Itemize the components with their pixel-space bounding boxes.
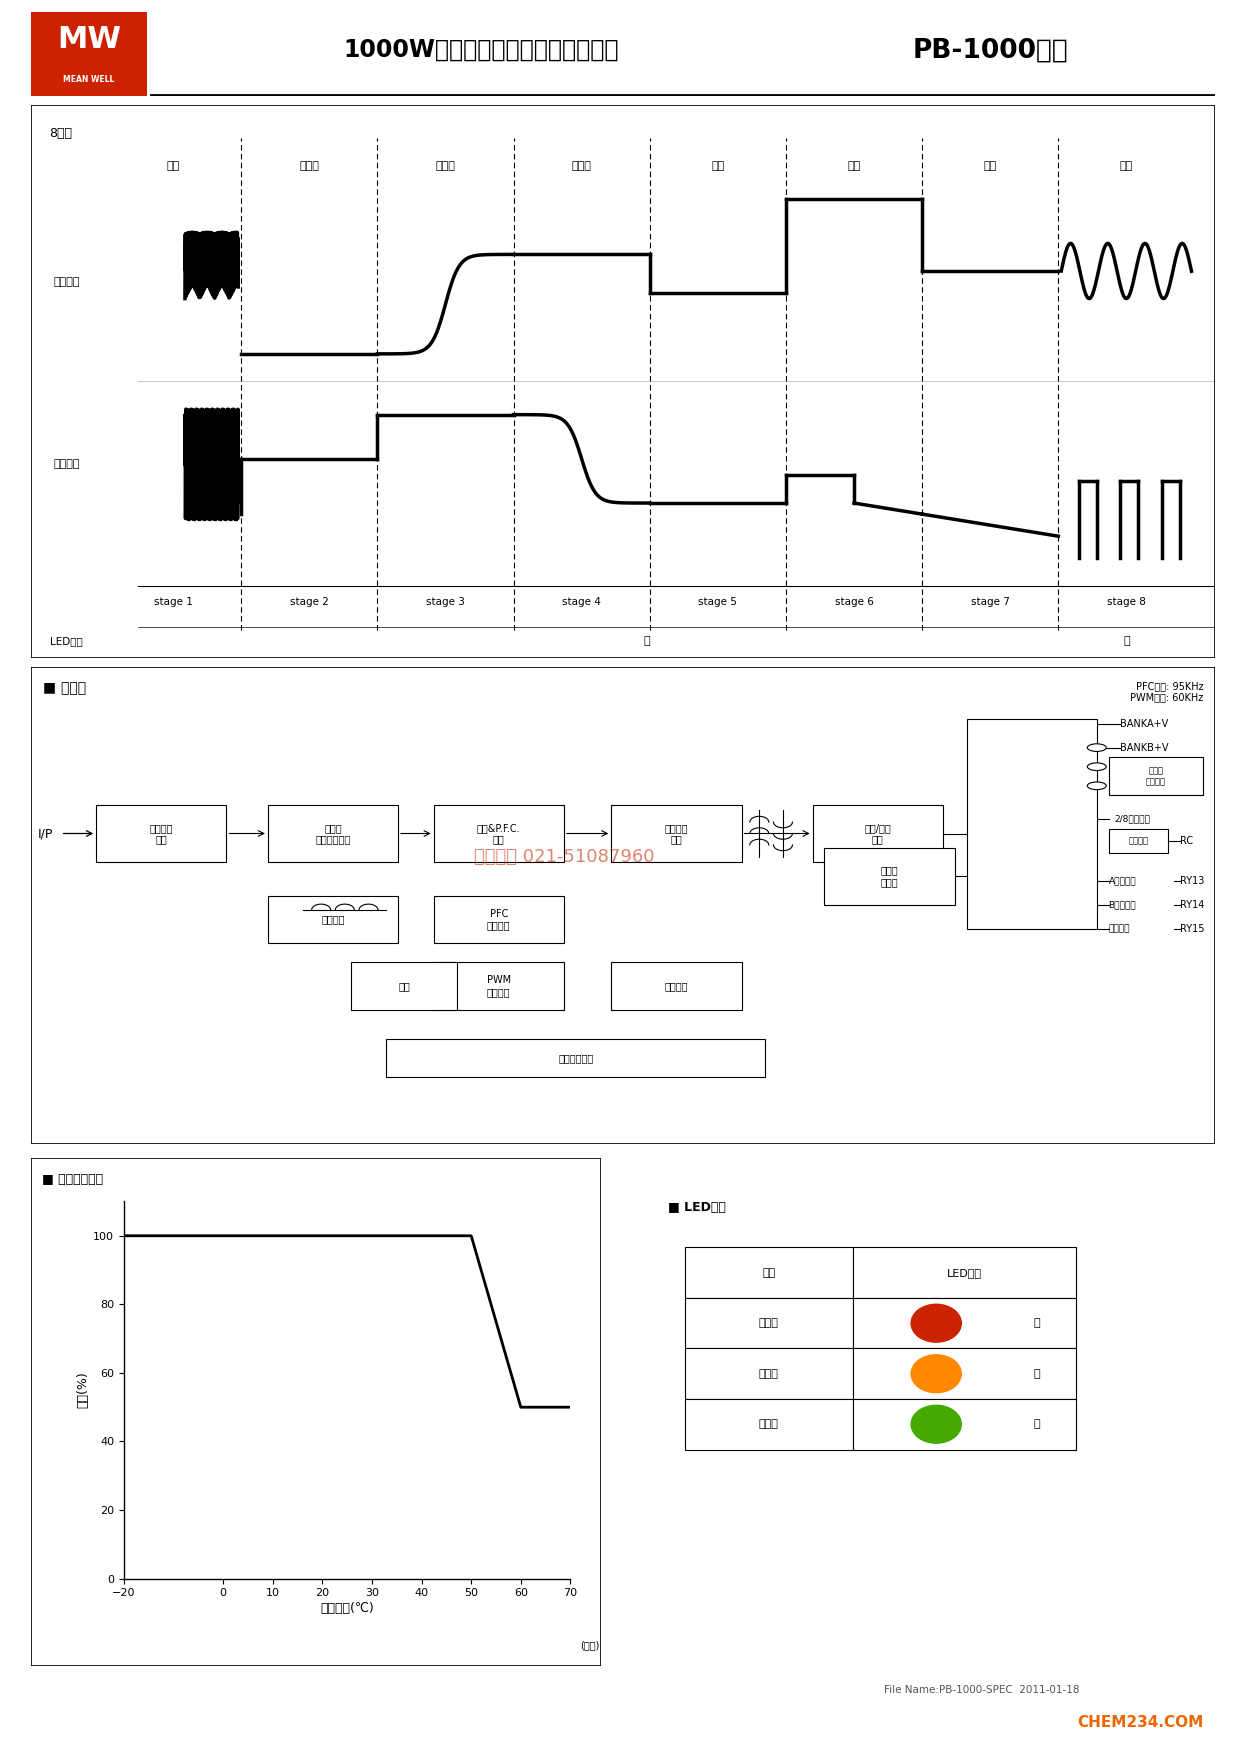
- Text: 遥控电路: 遥控电路: [1128, 837, 1148, 845]
- Text: PFC频率: 95KHz
PWM频率: 60KHz: PFC频率: 95KHz PWM频率: 60KHz: [1130, 681, 1203, 702]
- Text: RY14: RY14: [1179, 900, 1204, 910]
- Text: ■ 负载减额曲线: ■ 负载减额曲线: [42, 1173, 103, 1186]
- Bar: [434, 963, 564, 1010]
- Text: 检测电路: 检测电路: [665, 980, 688, 991]
- Text: 绿: 绿: [1033, 1419, 1040, 1430]
- Text: stage 2: stage 2: [290, 598, 329, 607]
- Text: MW: MW: [57, 25, 122, 54]
- Bar: [611, 805, 742, 863]
- Bar: [351, 963, 458, 1010]
- Bar: [1109, 758, 1203, 795]
- Text: 主时式
嵌入充电限制: 主时式 嵌入充电限制: [315, 823, 351, 844]
- Text: stage 1: stage 1: [154, 598, 192, 607]
- FancyBboxPatch shape: [31, 12, 148, 96]
- Bar: [268, 805, 398, 863]
- Y-axis label: 负载(%): 负载(%): [76, 1372, 89, 1408]
- Text: 1000W智能型单组输出蓄电池充电器: 1000W智能型单组输出蓄电池充电器: [343, 39, 619, 61]
- Text: 充电中: 充电中: [759, 1368, 779, 1379]
- Bar: [268, 896, 398, 944]
- Text: 电磁滤波
回路: 电磁滤波 回路: [150, 823, 174, 844]
- Text: RY13: RY13: [1179, 877, 1204, 886]
- Text: stage 5: stage 5: [698, 598, 738, 607]
- Text: 绿: 绿: [644, 637, 650, 645]
- Text: stage 3: stage 3: [427, 598, 465, 607]
- Text: PFC
控制电路: PFC 控制电路: [487, 909, 511, 930]
- Circle shape: [1087, 763, 1106, 770]
- Text: stage 8: stage 8: [1107, 598, 1146, 607]
- Text: ■ 方框图: ■ 方框图: [43, 681, 86, 695]
- Text: 切换电路
电路: 切换电路 电路: [665, 823, 688, 844]
- Text: 无充电: 无充电: [759, 1319, 779, 1328]
- Text: stage 6: stage 6: [835, 598, 873, 607]
- Text: B通道正管: B通道正管: [1109, 900, 1136, 910]
- Text: 脉冲: 脉冲: [166, 161, 180, 172]
- Text: BANKA+V: BANKA+V: [1121, 719, 1169, 728]
- Text: 绿: 绿: [1123, 637, 1130, 645]
- Text: BANKB+V: BANKB+V: [1121, 742, 1169, 752]
- Text: 8段式: 8段式: [48, 128, 72, 140]
- Text: 修复: 修复: [847, 161, 861, 172]
- Circle shape: [911, 1354, 961, 1393]
- Text: stage 7: stage 7: [971, 598, 1009, 607]
- Text: 状态: 状态: [763, 1268, 775, 1277]
- Text: stage 4: stage 4: [562, 598, 601, 607]
- Text: 定电流: 定电流: [435, 161, 455, 172]
- Bar: [684, 1247, 853, 1298]
- Text: 充电电压: 充电电压: [53, 277, 79, 288]
- Text: 充满电: 充满电: [759, 1419, 779, 1430]
- Text: LED颜色: LED颜色: [50, 637, 83, 645]
- Text: 2/8模式选择: 2/8模式选择: [1115, 814, 1151, 824]
- Text: 上海兢纬 021-51087960: 上海兢纬 021-51087960: [474, 849, 655, 866]
- Bar: [812, 805, 942, 863]
- Bar: [434, 896, 564, 944]
- Bar: [684, 1349, 853, 1400]
- Circle shape: [1087, 744, 1106, 751]
- Text: RY15: RY15: [1179, 924, 1204, 933]
- Bar: [684, 1400, 853, 1449]
- Text: RC: RC: [1179, 835, 1193, 845]
- Bar: [853, 1400, 1076, 1449]
- Circle shape: [1087, 782, 1106, 789]
- Bar: [853, 1298, 1076, 1349]
- Text: 充电电流: 充电电流: [53, 460, 79, 470]
- Bar: [387, 1038, 765, 1077]
- Text: 软启动: 软启动: [299, 161, 319, 172]
- Text: 橙: 橙: [1033, 1368, 1040, 1379]
- Text: ■ LED功能: ■ LED功能: [668, 1201, 727, 1214]
- Bar: [684, 1298, 853, 1349]
- Circle shape: [911, 1305, 961, 1342]
- Text: 反馈性
检测回路: 反馈性 检测回路: [1146, 766, 1166, 786]
- X-axis label: 环境温度(℃): 环境温度(℃): [320, 1603, 374, 1615]
- Text: PWM
控制电路: PWM 控制电路: [486, 975, 511, 996]
- Text: PB-1000系列: PB-1000系列: [913, 37, 1068, 63]
- Text: I/P: I/P: [37, 826, 53, 840]
- Text: 整流&P.F.C.
电路: 整流&P.F.C. 电路: [477, 823, 521, 844]
- Bar: [97, 805, 227, 863]
- Bar: [1109, 828, 1168, 852]
- Text: 风扇: 风扇: [398, 980, 410, 991]
- Text: 脉冲: 脉冲: [1120, 161, 1133, 172]
- Text: MEAN WELL: MEAN WELL: [63, 75, 115, 84]
- Text: 定电压: 定电压: [572, 161, 591, 172]
- Bar: [853, 1247, 1076, 1298]
- Text: 分析: 分析: [712, 161, 724, 172]
- Text: 浮充: 浮充: [983, 161, 997, 172]
- Bar: [853, 1349, 1076, 1400]
- Bar: [825, 847, 955, 905]
- Text: 充充正管: 充充正管: [1109, 924, 1130, 933]
- Bar: [966, 719, 1096, 930]
- Text: File Name:PB-1000-SPEC  2011-01-18: File Name:PB-1000-SPEC 2011-01-18: [884, 1686, 1079, 1694]
- Text: CHEM234.COM: CHEM234.COM: [1078, 1715, 1203, 1729]
- Text: 整流/滤波
电路: 整流/滤波 电路: [864, 823, 892, 844]
- Text: LED颜色: LED颜色: [946, 1268, 982, 1277]
- Text: 辐照电路: 辐照电路: [321, 914, 345, 924]
- Text: A通道正管: A通道正管: [1109, 877, 1136, 886]
- Text: 充量开
控制器: 充量开 控制器: [880, 866, 898, 888]
- Text: (水平): (水平): [580, 1640, 600, 1651]
- Text: 过滤保护电路: 过滤保护电路: [558, 1052, 594, 1063]
- Bar: [611, 963, 742, 1010]
- Circle shape: [911, 1405, 961, 1444]
- Text: 红: 红: [1033, 1319, 1040, 1328]
- Bar: [434, 805, 564, 863]
